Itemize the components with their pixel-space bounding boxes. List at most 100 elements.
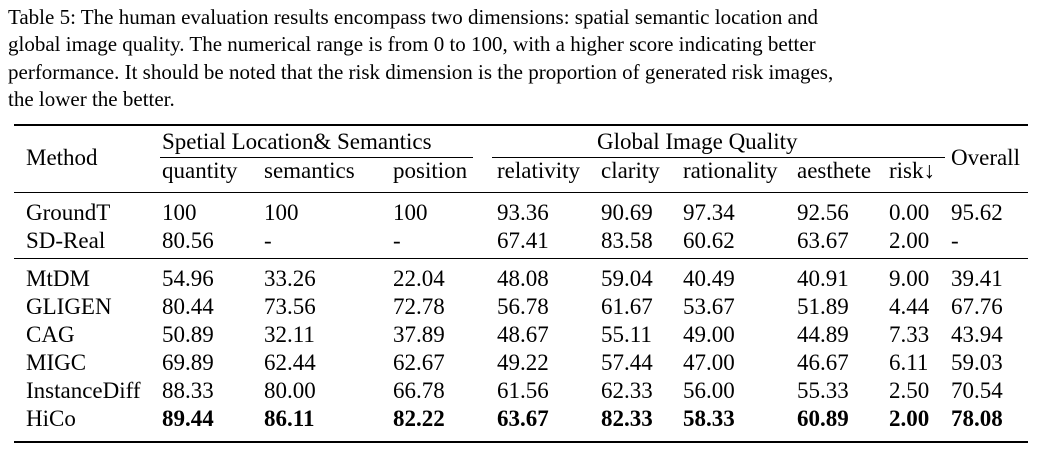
table-cell: 48.67 <box>497 322 549 347</box>
table-cell: 47.00 <box>683 350 735 375</box>
table-cell: 22.04 <box>393 266 445 291</box>
table-cell: 51.89 <box>797 294 849 319</box>
table-cell: 72.78 <box>393 294 445 319</box>
row-method: GroundT <box>26 200 111 225</box>
table-cell: 62.44 <box>264 350 316 375</box>
table-cell: 57.44 <box>601 350 653 375</box>
table-cell: 49.22 <box>497 350 549 375</box>
row-method: GLIGEN <box>26 294 112 319</box>
header-group-quality: Global Image Quality <box>597 129 798 154</box>
table-cell: 63.67 <box>497 406 549 431</box>
table-cell: 54.96 <box>162 266 214 291</box>
table-cell: 49.00 <box>683 322 735 347</box>
table-cell: 40.49 <box>683 266 735 291</box>
table-cell: 59.04 <box>601 266 653 291</box>
table-cell: 80.00 <box>264 378 316 403</box>
table-cell: 4.44 <box>889 294 930 319</box>
table-cell: 89.44 <box>162 406 214 431</box>
table-cell: 0.00 <box>889 200 930 225</box>
row-method: CAG <box>26 322 75 347</box>
table-cell: 43.94 <box>951 322 1003 347</box>
table-cell: - <box>951 228 959 253</box>
header-rule <box>14 192 1028 193</box>
table-cell: 6.11 <box>889 350 929 375</box>
table-cell: 60.62 <box>683 228 735 253</box>
table-cell: 92.56 <box>797 200 849 225</box>
table-cell: 95.62 <box>951 200 1003 225</box>
table-cell: 2.00 <box>889 406 930 431</box>
table-cell: 50.89 <box>162 322 214 347</box>
table-cell: 61.67 <box>601 294 653 319</box>
table-cell: 78.08 <box>951 406 1003 431</box>
table-cell: 90.69 <box>601 200 653 225</box>
table-cell: 2.50 <box>889 378 930 403</box>
header-method: Method <box>26 145 98 170</box>
table-cell: 56.78 <box>497 294 549 319</box>
table-cell: 33.26 <box>264 266 316 291</box>
table-cell: 88.33 <box>162 378 214 403</box>
table-cell: 55.33 <box>797 378 849 403</box>
column-header-3: relativity <box>497 158 581 183</box>
column-header-7: risk↓ <box>889 158 935 183</box>
row-method: MtDM <box>26 266 90 291</box>
table-cell: 66.78 <box>393 378 445 403</box>
table-cell: 39.41 <box>951 266 1003 291</box>
row-method: HiCo <box>26 406 76 431</box>
table-cell: 80.56 <box>162 228 214 253</box>
row-method: InstanceDiff <box>26 378 141 403</box>
column-header-4: clarity <box>601 158 660 183</box>
table-cell: - <box>393 228 401 253</box>
table-cell: 7.33 <box>889 322 930 347</box>
table-cell: 100 <box>264 200 299 225</box>
table-cell: 59.03 <box>951 350 1003 375</box>
column-header-6: aesthete <box>797 158 872 183</box>
section-rule <box>14 258 1028 259</box>
table-cell: 9.00 <box>889 266 930 291</box>
header-overall: Overall <box>951 145 1020 170</box>
table-cell: 80.44 <box>162 294 214 319</box>
table-cell: 53.67 <box>683 294 735 319</box>
table-cell: 58.33 <box>683 406 735 431</box>
table-cell: 83.58 <box>601 228 653 253</box>
table-cell: 97.34 <box>683 200 735 225</box>
table-cell: - <box>264 228 272 253</box>
header-group-spatial: Spetial Location& Semantics <box>162 129 432 154</box>
group2-underline <box>492 157 945 158</box>
table-cell: 32.11 <box>264 322 315 347</box>
table-cell: 40.91 <box>797 266 849 291</box>
column-header-2: position <box>393 158 468 183</box>
table-cell: 60.89 <box>797 406 849 431</box>
table-cell: 100 <box>162 200 197 225</box>
table-cell: 63.67 <box>797 228 849 253</box>
bottom-rule <box>14 441 1028 443</box>
column-header-0: quantity <box>162 158 238 183</box>
column-header-5: rationality <box>683 158 778 183</box>
table-cell: 55.11 <box>601 322 652 347</box>
top-rule <box>14 124 1028 126</box>
table-cell: 93.36 <box>497 200 549 225</box>
column-header-1: semantics <box>264 158 355 183</box>
table-cell: 48.08 <box>497 266 549 291</box>
table-cell: 100 <box>393 200 428 225</box>
group1-underline <box>160 157 473 158</box>
table-cell: 86.11 <box>264 406 315 431</box>
row-method: SD-Real <box>26 228 106 253</box>
table-cell: 73.56 <box>264 294 316 319</box>
table-cell: 2.00 <box>889 228 930 253</box>
table-cell: 46.67 <box>797 350 849 375</box>
table-cell: 67.76 <box>951 294 1003 319</box>
table-caption: Table 5: The human evaluation results en… <box>8 5 834 112</box>
table-cell: 67.41 <box>497 228 549 253</box>
table-cell: 62.33 <box>601 378 653 403</box>
table-cell: 37.89 <box>393 322 445 347</box>
table-cell: 82.22 <box>393 406 445 431</box>
table-cell: 82.33 <box>601 406 653 431</box>
table-cell: 69.89 <box>162 350 214 375</box>
row-method: MIGC <box>26 350 87 375</box>
table-cell: 61.56 <box>497 378 549 403</box>
table-cell: 44.89 <box>797 322 849 347</box>
table-cell: 62.67 <box>393 350 445 375</box>
table-cell: 56.00 <box>683 378 735 403</box>
table-cell: 70.54 <box>951 378 1003 403</box>
